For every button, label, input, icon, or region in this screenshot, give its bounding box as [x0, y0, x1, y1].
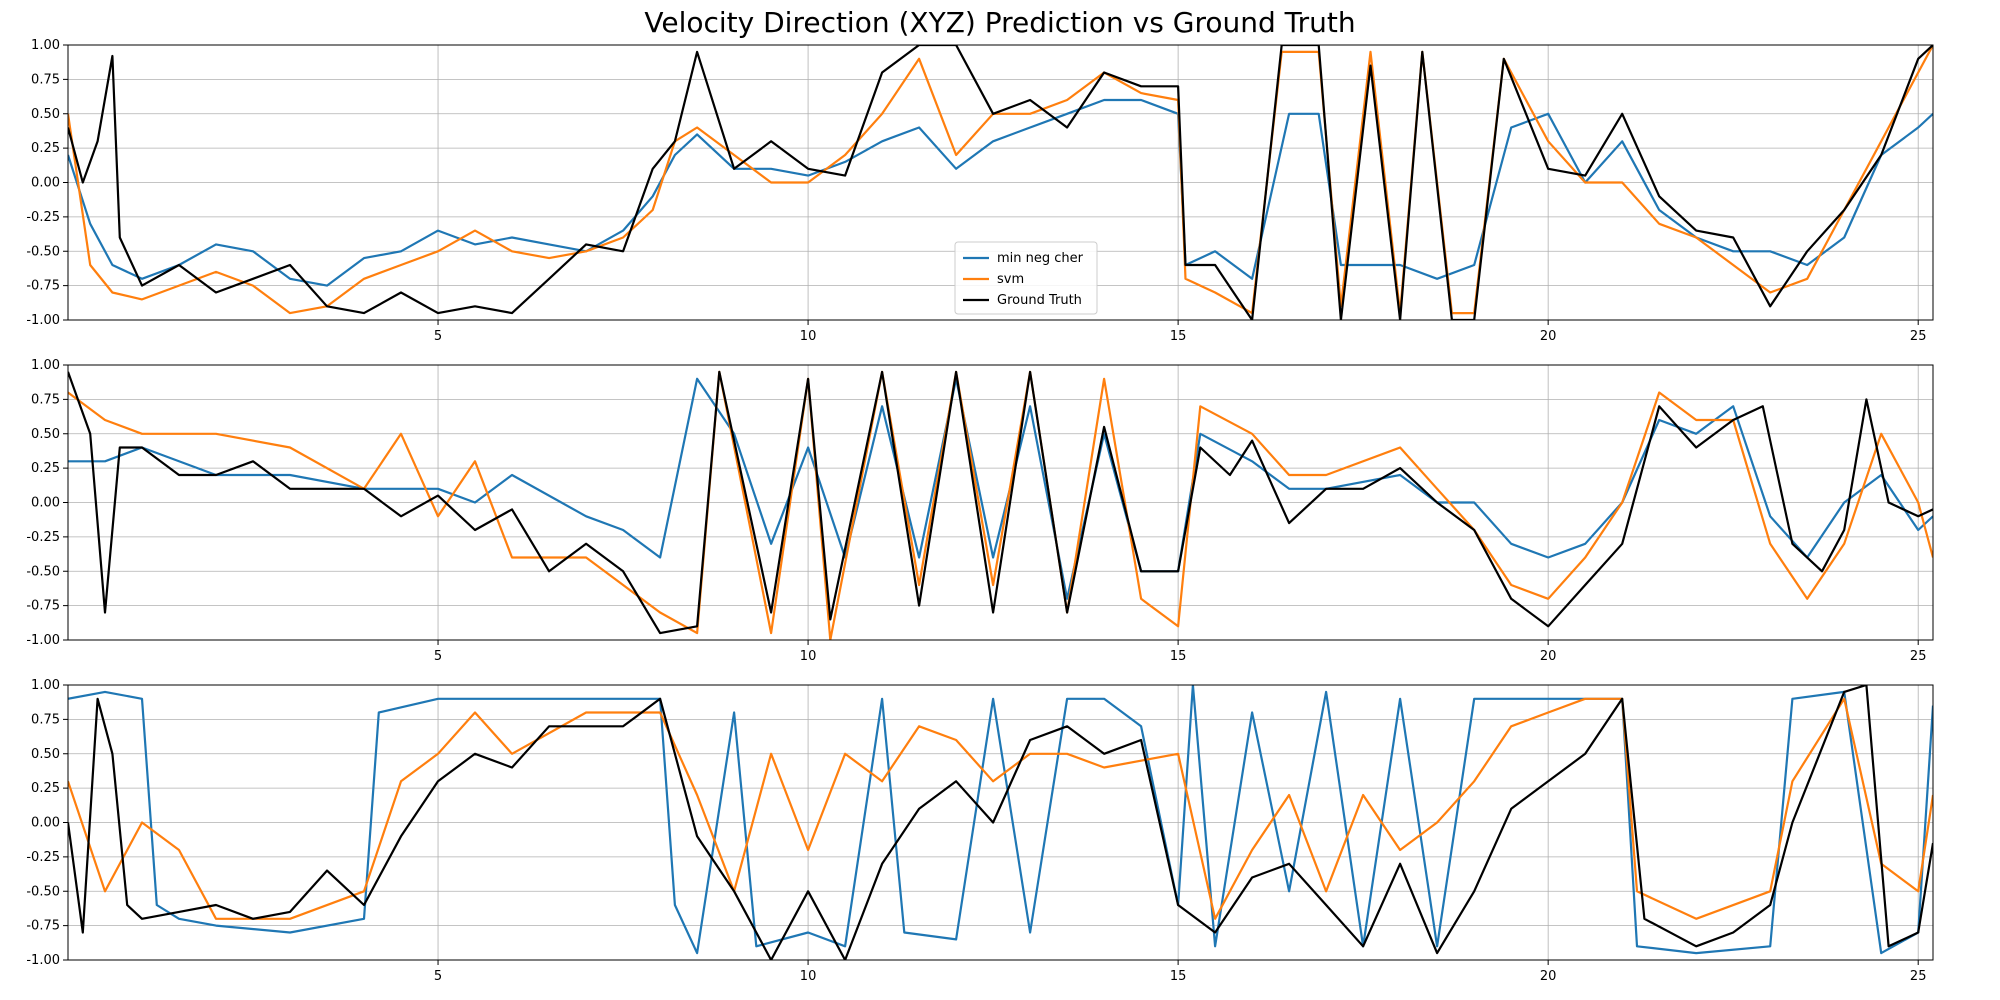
x-tick-label: 10 — [800, 969, 817, 984]
y-tick-label: -0.50 — [26, 564, 60, 579]
subplot-z: 1.00 0.75 0.50 0.25 0.00 -0.25 -0.50 -0.75 -1.00… — [26, 678, 1934, 984]
y-tick-label: -0.75 — [26, 599, 60, 614]
y-tick-label: 0.00 — [31, 176, 60, 191]
x-tick-label: 15 — [1170, 649, 1187, 664]
y-tick-label: -0.50 — [26, 244, 60, 259]
y-tick-label: 0.75 — [31, 712, 60, 727]
x-tick-label: 25 — [1910, 329, 1927, 344]
y-tick-label: 0.00 — [31, 496, 60, 511]
axes-frame — [67, 44, 1934, 321]
y-tick-label: -0.50 — [26, 884, 60, 899]
series-line-svm — [68, 370, 1933, 640]
y-tick-label: 0.50 — [31, 747, 60, 762]
x-tick-label: 5 — [434, 969, 442, 984]
series-group — [68, 45, 1933, 320]
y-tick-label: -1.00 — [26, 313, 60, 328]
subplot-y: 1.00 0.75 0.50 0.25 0.00 -0.25 -0.50 -0.75 -1.00… — [26, 358, 1934, 664]
series-line-ground-truth — [68, 370, 1933, 635]
y-tick-label: 0.50 — [31, 427, 60, 442]
y-tick-label: 0.00 — [31, 816, 60, 831]
series-group — [68, 685, 1933, 960]
y-tick-label: -0.75 — [26, 919, 60, 934]
y-tick-label: -0.25 — [26, 530, 60, 545]
x-tick-label: 20 — [1540, 969, 1557, 984]
legend-box — [954, 241, 1098, 315]
y-tick-label: -0.75 — [26, 279, 60, 294]
y-tick-label: 0.25 — [31, 781, 60, 796]
x-tick-label: 5 — [434, 649, 442, 664]
x-tick-label: 10 — [800, 649, 817, 664]
axes-frame — [67, 364, 1934, 641]
x-tick-label: 25 — [1910, 969, 1927, 984]
x-tick-label: 5 — [434, 329, 442, 344]
legend-label: Ground Truth — [997, 293, 1082, 308]
subplot-x: 1.00 0.75 0.50 0.25 0.00 -0.25 -0.50 -0.75 -1.00… — [26, 38, 1934, 344]
y-tick-label: 0.25 — [31, 141, 60, 156]
y-tick-label: 0.25 — [31, 461, 60, 476]
y-tick-label: -0.25 — [26, 850, 60, 865]
y-tick-label: 0.75 — [31, 392, 60, 407]
y-tick-label: 1.00 — [31, 38, 60, 53]
y-tick-label: -1.00 — [26, 953, 60, 968]
series-line-ground-truth — [68, 45, 1933, 320]
x-tick-label: 10 — [800, 329, 817, 344]
y-tick-label: 0.75 — [31, 72, 60, 87]
series-line-min-neg-cher — [68, 685, 1933, 955]
series-group — [68, 370, 1933, 640]
y-tick-label: -0.25 — [26, 210, 60, 225]
y-tick-label: 0.50 — [31, 107, 60, 122]
axes-frame — [67, 684, 1934, 961]
x-tick-label: 25 — [1910, 649, 1927, 664]
y-tick-label: -1.00 — [26, 633, 60, 648]
series-line-ground-truth — [68, 685, 1933, 960]
y-tick-label: 1.00 — [31, 678, 60, 693]
x-tick-label: 20 — [1540, 329, 1557, 344]
series-line-svm — [68, 45, 1933, 315]
x-tick-label: 20 — [1540, 649, 1557, 664]
y-tick-label: 1.00 — [31, 358, 60, 373]
chart-title: Velocity Direction (XYZ) Prediction vs G… — [644, 6, 1356, 39]
x-tick-label: 15 — [1170, 969, 1187, 984]
series-line-svm — [68, 697, 1933, 920]
legend-label: svm — [997, 272, 1024, 287]
legend: min neg cher svm Ground Truth — [954, 241, 1098, 315]
series-line-min-neg-cher — [68, 98, 1933, 287]
legend-label: min neg cher — [997, 251, 1084, 266]
x-tick-label: 15 — [1170, 329, 1187, 344]
